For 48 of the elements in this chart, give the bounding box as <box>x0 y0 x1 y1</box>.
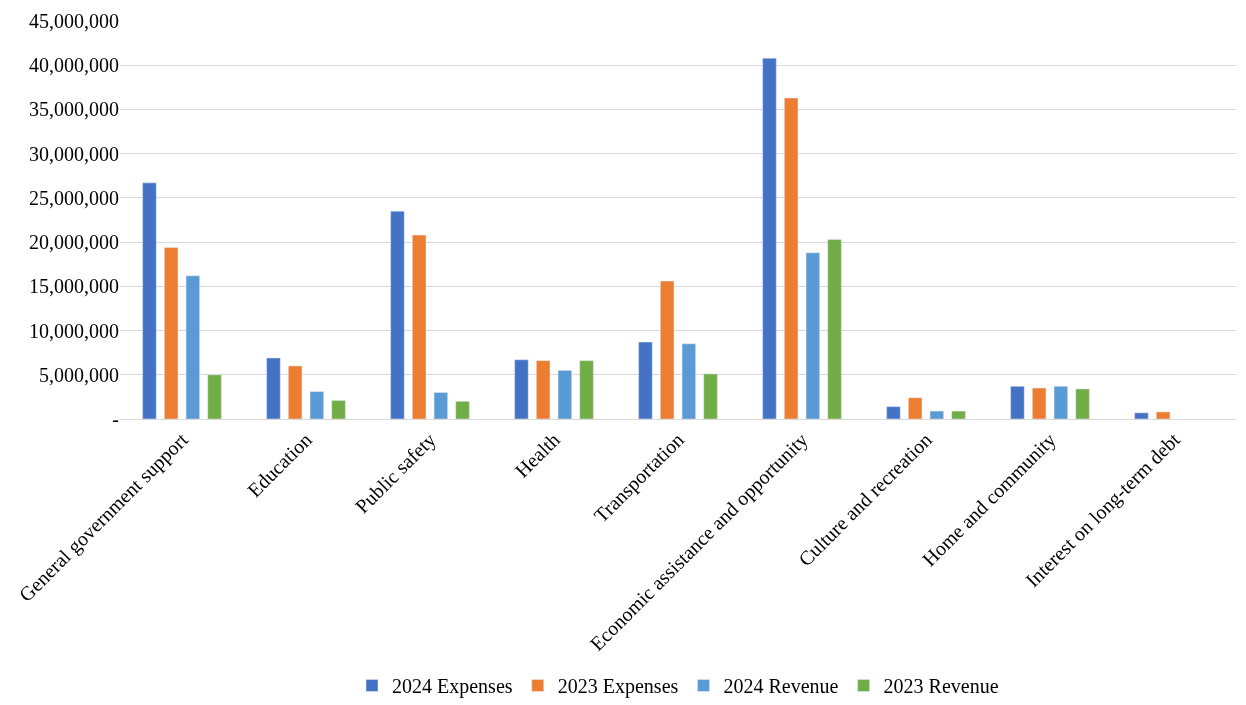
bar <box>886 406 901 419</box>
bar <box>703 373 718 419</box>
bar <box>1156 411 1171 419</box>
bar <box>142 182 157 419</box>
y-tick-label: 25,000,000 <box>29 186 119 209</box>
bar <box>638 341 653 419</box>
y-tick-label: 45,000,000 <box>29 10 119 32</box>
bar <box>1032 387 1047 419</box>
bar <box>412 234 427 419</box>
bar <box>433 392 448 419</box>
bar <box>266 357 281 419</box>
bar <box>762 57 777 419</box>
bar <box>660 280 675 419</box>
bar <box>207 374 222 419</box>
bar <box>929 410 944 419</box>
y-tick-label: 20,000,000 <box>29 231 119 254</box>
bar <box>164 247 179 419</box>
y-tick-label: - <box>112 408 119 430</box>
bar <box>514 359 529 419</box>
bar <box>288 365 303 419</box>
bar <box>908 397 923 419</box>
y-tick-label: 30,000,000 <box>29 142 119 165</box>
bar <box>557 370 572 419</box>
legend-label: 2023 Revenue <box>883 675 999 698</box>
bar <box>1075 388 1090 419</box>
bar <box>784 97 799 419</box>
bar <box>579 360 594 419</box>
bar <box>1053 386 1068 419</box>
bar <box>827 239 842 419</box>
bar <box>681 343 696 419</box>
bar <box>1010 386 1025 419</box>
bar <box>805 252 820 419</box>
bar <box>536 360 551 419</box>
y-tick-label: 40,000,000 <box>29 54 119 77</box>
bar <box>185 275 200 419</box>
bar <box>331 400 346 419</box>
legend-label: 2024 Revenue <box>723 675 839 698</box>
y-tick-label: 35,000,000 <box>29 98 119 121</box>
y-tick-label: 15,000,000 <box>29 275 119 298</box>
bar <box>455 401 470 419</box>
bar <box>1134 412 1149 419</box>
y-tick-label: 10,000,000 <box>29 319 119 342</box>
bar <box>309 391 324 419</box>
y-tick-label: 5,000,000 <box>39 363 119 386</box>
bar <box>390 210 405 419</box>
legend-label: 2023 Expenses <box>557 675 679 699</box>
bar <box>951 410 966 419</box>
legend-label: 2024 Expenses <box>392 675 513 699</box>
